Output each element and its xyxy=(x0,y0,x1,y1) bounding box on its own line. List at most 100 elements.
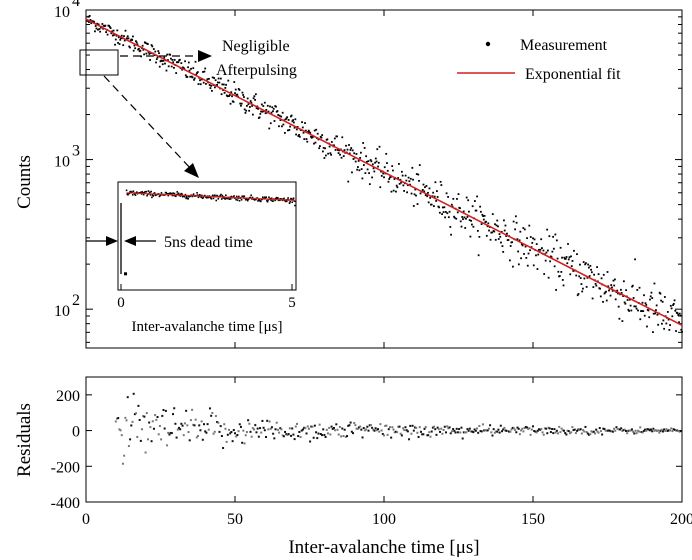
res-x-tick-label: 200 xyxy=(670,511,692,528)
measurement-point xyxy=(298,135,301,138)
measurement-point xyxy=(94,30,96,33)
residual-point xyxy=(138,418,141,421)
residual-point xyxy=(329,433,332,436)
measurement-point xyxy=(631,284,634,287)
inset-first-point xyxy=(124,272,128,276)
measurement-point xyxy=(409,183,411,186)
measurement-point xyxy=(278,114,281,117)
measurement-point xyxy=(374,157,377,160)
measurement-point xyxy=(101,23,104,25)
measurement-point xyxy=(570,265,573,267)
residual-point xyxy=(349,421,352,424)
residual-point xyxy=(287,433,290,436)
measurement-point xyxy=(651,297,654,299)
measurement-point xyxy=(383,166,386,169)
residual-point xyxy=(200,420,203,423)
measurement-point xyxy=(357,160,360,162)
measurement-point xyxy=(655,309,657,312)
measurement-point xyxy=(106,33,109,36)
residual-point xyxy=(223,423,226,426)
inset-point xyxy=(149,194,152,196)
residual-point xyxy=(264,436,267,439)
measurement-point xyxy=(599,287,601,290)
residual-point xyxy=(154,414,157,417)
residual-point xyxy=(137,404,140,407)
measurement-point xyxy=(309,131,312,134)
inset-point xyxy=(270,199,272,201)
residual-point xyxy=(390,436,393,439)
measurement-point xyxy=(322,150,324,153)
inset-point xyxy=(253,198,255,200)
residual-point xyxy=(567,430,570,433)
res-x-tick-label: 100 xyxy=(372,511,396,528)
inset-point xyxy=(145,190,148,193)
measurement-point xyxy=(444,211,447,213)
residual-point xyxy=(353,421,356,424)
inset-point xyxy=(270,197,273,200)
residual-point xyxy=(615,426,618,429)
measurement-point xyxy=(663,327,666,330)
measurement-point xyxy=(491,213,494,216)
inset-point xyxy=(289,200,291,203)
inset-point xyxy=(235,195,238,198)
residual-point xyxy=(530,428,533,431)
measurement-point xyxy=(186,75,189,78)
residual-point xyxy=(158,425,161,428)
measurement-point xyxy=(304,129,307,132)
residual-point xyxy=(477,431,480,434)
residual-point xyxy=(510,428,513,431)
measurement-point xyxy=(640,310,643,312)
residual-point xyxy=(456,431,459,434)
residual-point xyxy=(652,427,655,430)
measurement-point xyxy=(453,216,456,219)
measurement-point xyxy=(117,36,120,39)
residual-point xyxy=(425,434,428,437)
measurement-point xyxy=(208,77,210,80)
inset-points xyxy=(124,189,297,276)
residual-point xyxy=(166,444,169,447)
measurement-point xyxy=(238,88,241,91)
measurement-point xyxy=(203,70,206,73)
measurement-point xyxy=(199,83,202,86)
measurement-point xyxy=(328,145,331,148)
measurement-point xyxy=(531,241,534,244)
measurement-point xyxy=(173,59,176,61)
measurement-point xyxy=(448,210,451,213)
measurement-point xyxy=(528,224,531,227)
measurement-point xyxy=(666,311,669,313)
measurement-point xyxy=(349,149,352,151)
inset-point xyxy=(181,193,183,195)
measurement-point xyxy=(524,245,527,248)
measurement-point xyxy=(336,135,338,138)
measurement-point xyxy=(616,289,619,292)
measurement-point xyxy=(257,107,259,110)
residual-point xyxy=(305,432,308,435)
measurement-point xyxy=(104,24,107,27)
measurement-point xyxy=(209,87,212,89)
measurement-point xyxy=(358,169,361,172)
residual-point xyxy=(413,426,416,429)
measurement-point xyxy=(480,223,483,225)
residual-point xyxy=(576,429,579,432)
measurement-point xyxy=(622,295,625,297)
measurement-point xyxy=(491,231,493,234)
measurement-point xyxy=(193,78,195,81)
measurement-point xyxy=(313,142,315,145)
measurement-point xyxy=(173,66,175,69)
measurement-point xyxy=(409,177,412,180)
measurement-point xyxy=(156,56,159,59)
measurement-point xyxy=(178,58,181,61)
measurement-point xyxy=(426,195,429,198)
inset-point xyxy=(275,196,278,199)
residual-point xyxy=(247,419,250,422)
measurement-point xyxy=(229,102,232,105)
residual-point xyxy=(361,436,364,439)
residual-point xyxy=(611,430,614,433)
measurement-point xyxy=(396,186,399,189)
residual-point xyxy=(219,425,222,428)
residual-point xyxy=(636,429,639,432)
residual-point xyxy=(467,429,470,432)
measurement-point xyxy=(639,318,642,321)
inset-point xyxy=(251,196,254,199)
